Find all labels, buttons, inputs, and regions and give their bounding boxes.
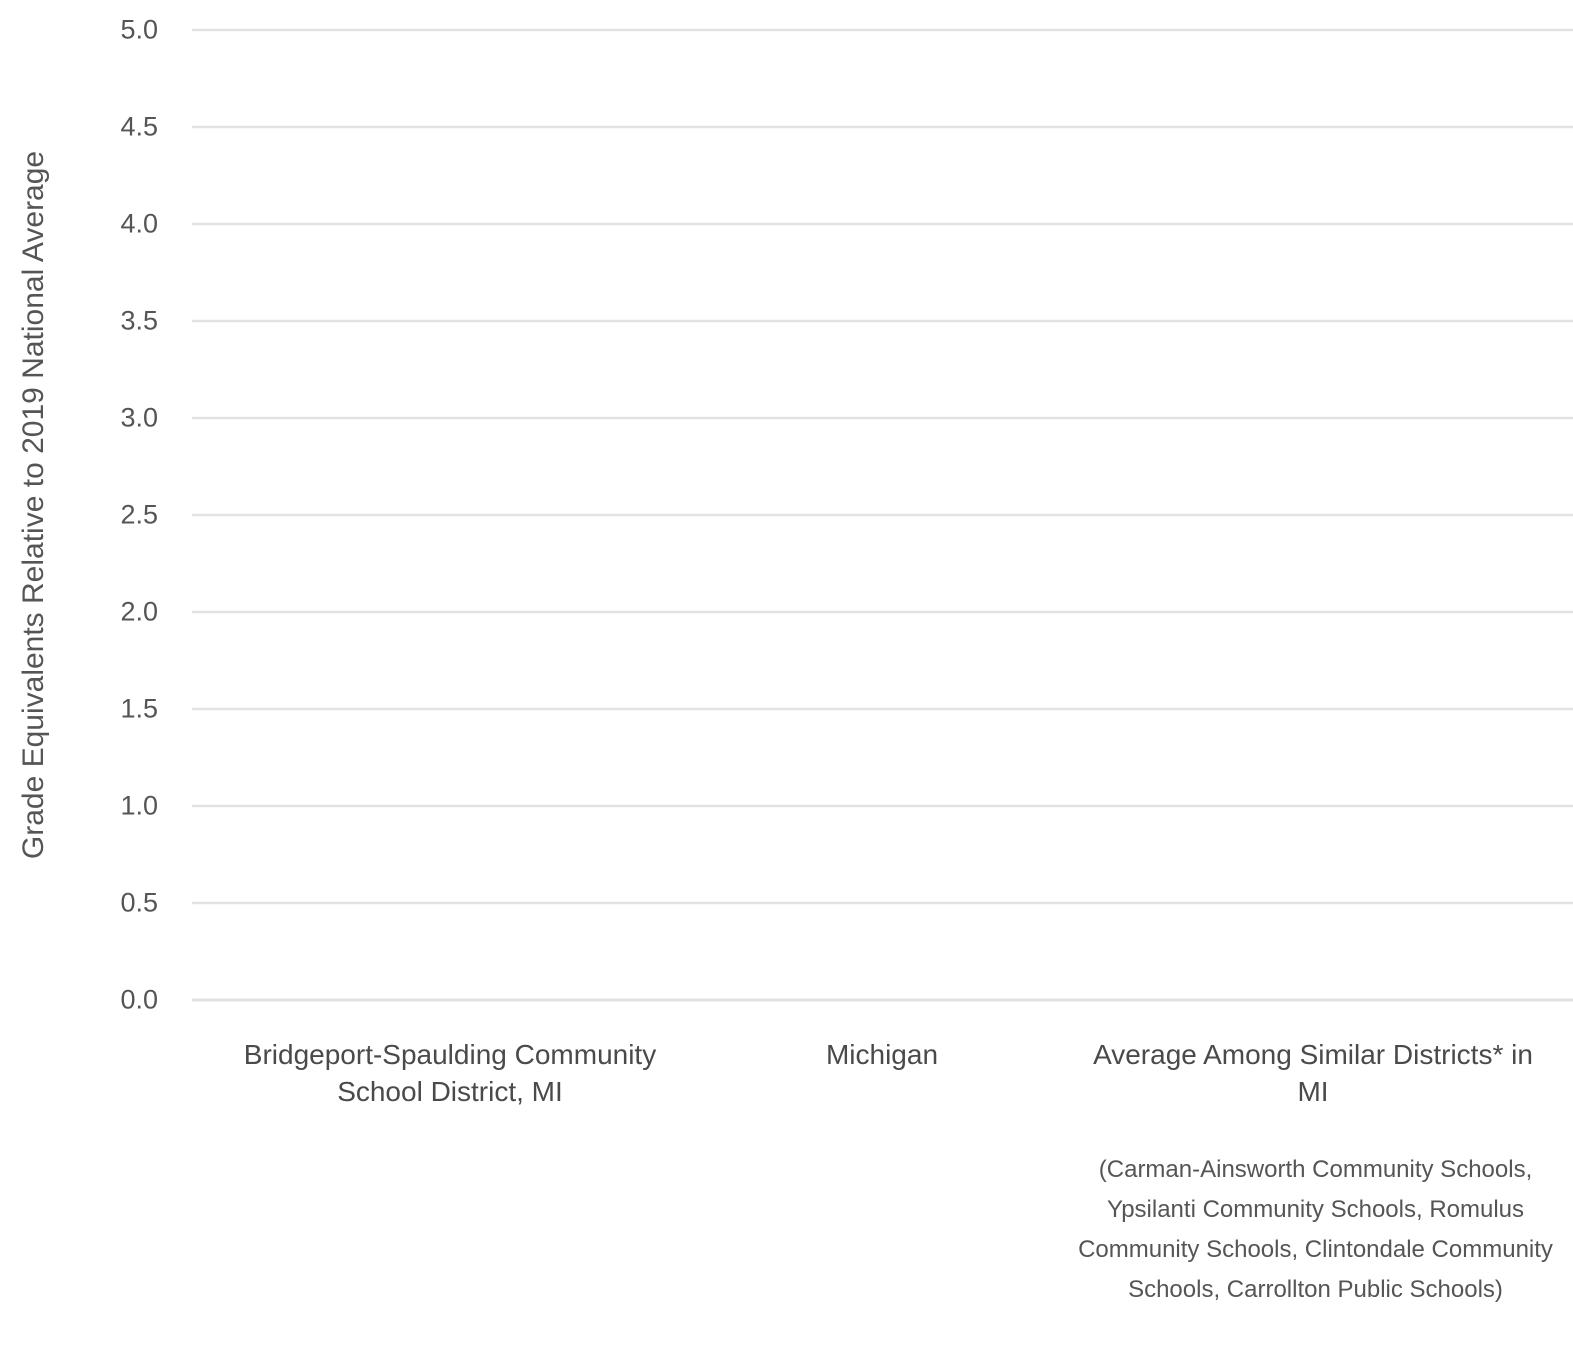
category-label-michigan: Michigan	[825, 1039, 939, 1070]
y-tick-label-4-5: 4.5	[120, 111, 158, 142]
y-tick-label-3-0: 3.0	[120, 402, 158, 433]
category-label-bridgeport: Bridgeport-Spaulding Community School Di…	[243, 1039, 657, 1107]
y-tick-label-4-0: 4.0	[120, 208, 158, 239]
y-tick-label-1-0: 1.0	[120, 790, 158, 821]
y-tick-label-2-0: 2.0	[120, 596, 158, 627]
y-tick-label-0-0: 0.0	[120, 984, 158, 1015]
category-label-similar-districts: Average Among Similar Districts* in MI	[1093, 1039, 1533, 1107]
y-tick-label-5-0: 5.0	[120, 14, 158, 45]
y-tick-label-2-5: 2.5	[120, 499, 158, 530]
y-tick-label-1-5: 1.5	[120, 693, 158, 724]
similar-districts-note: (Carman-Ainsworth Community Schools, Yps…	[1078, 1156, 1553, 1303]
y-tick-label-0-5: 0.5	[120, 887, 158, 918]
y-tick-label-3-5: 3.5	[120, 305, 158, 336]
